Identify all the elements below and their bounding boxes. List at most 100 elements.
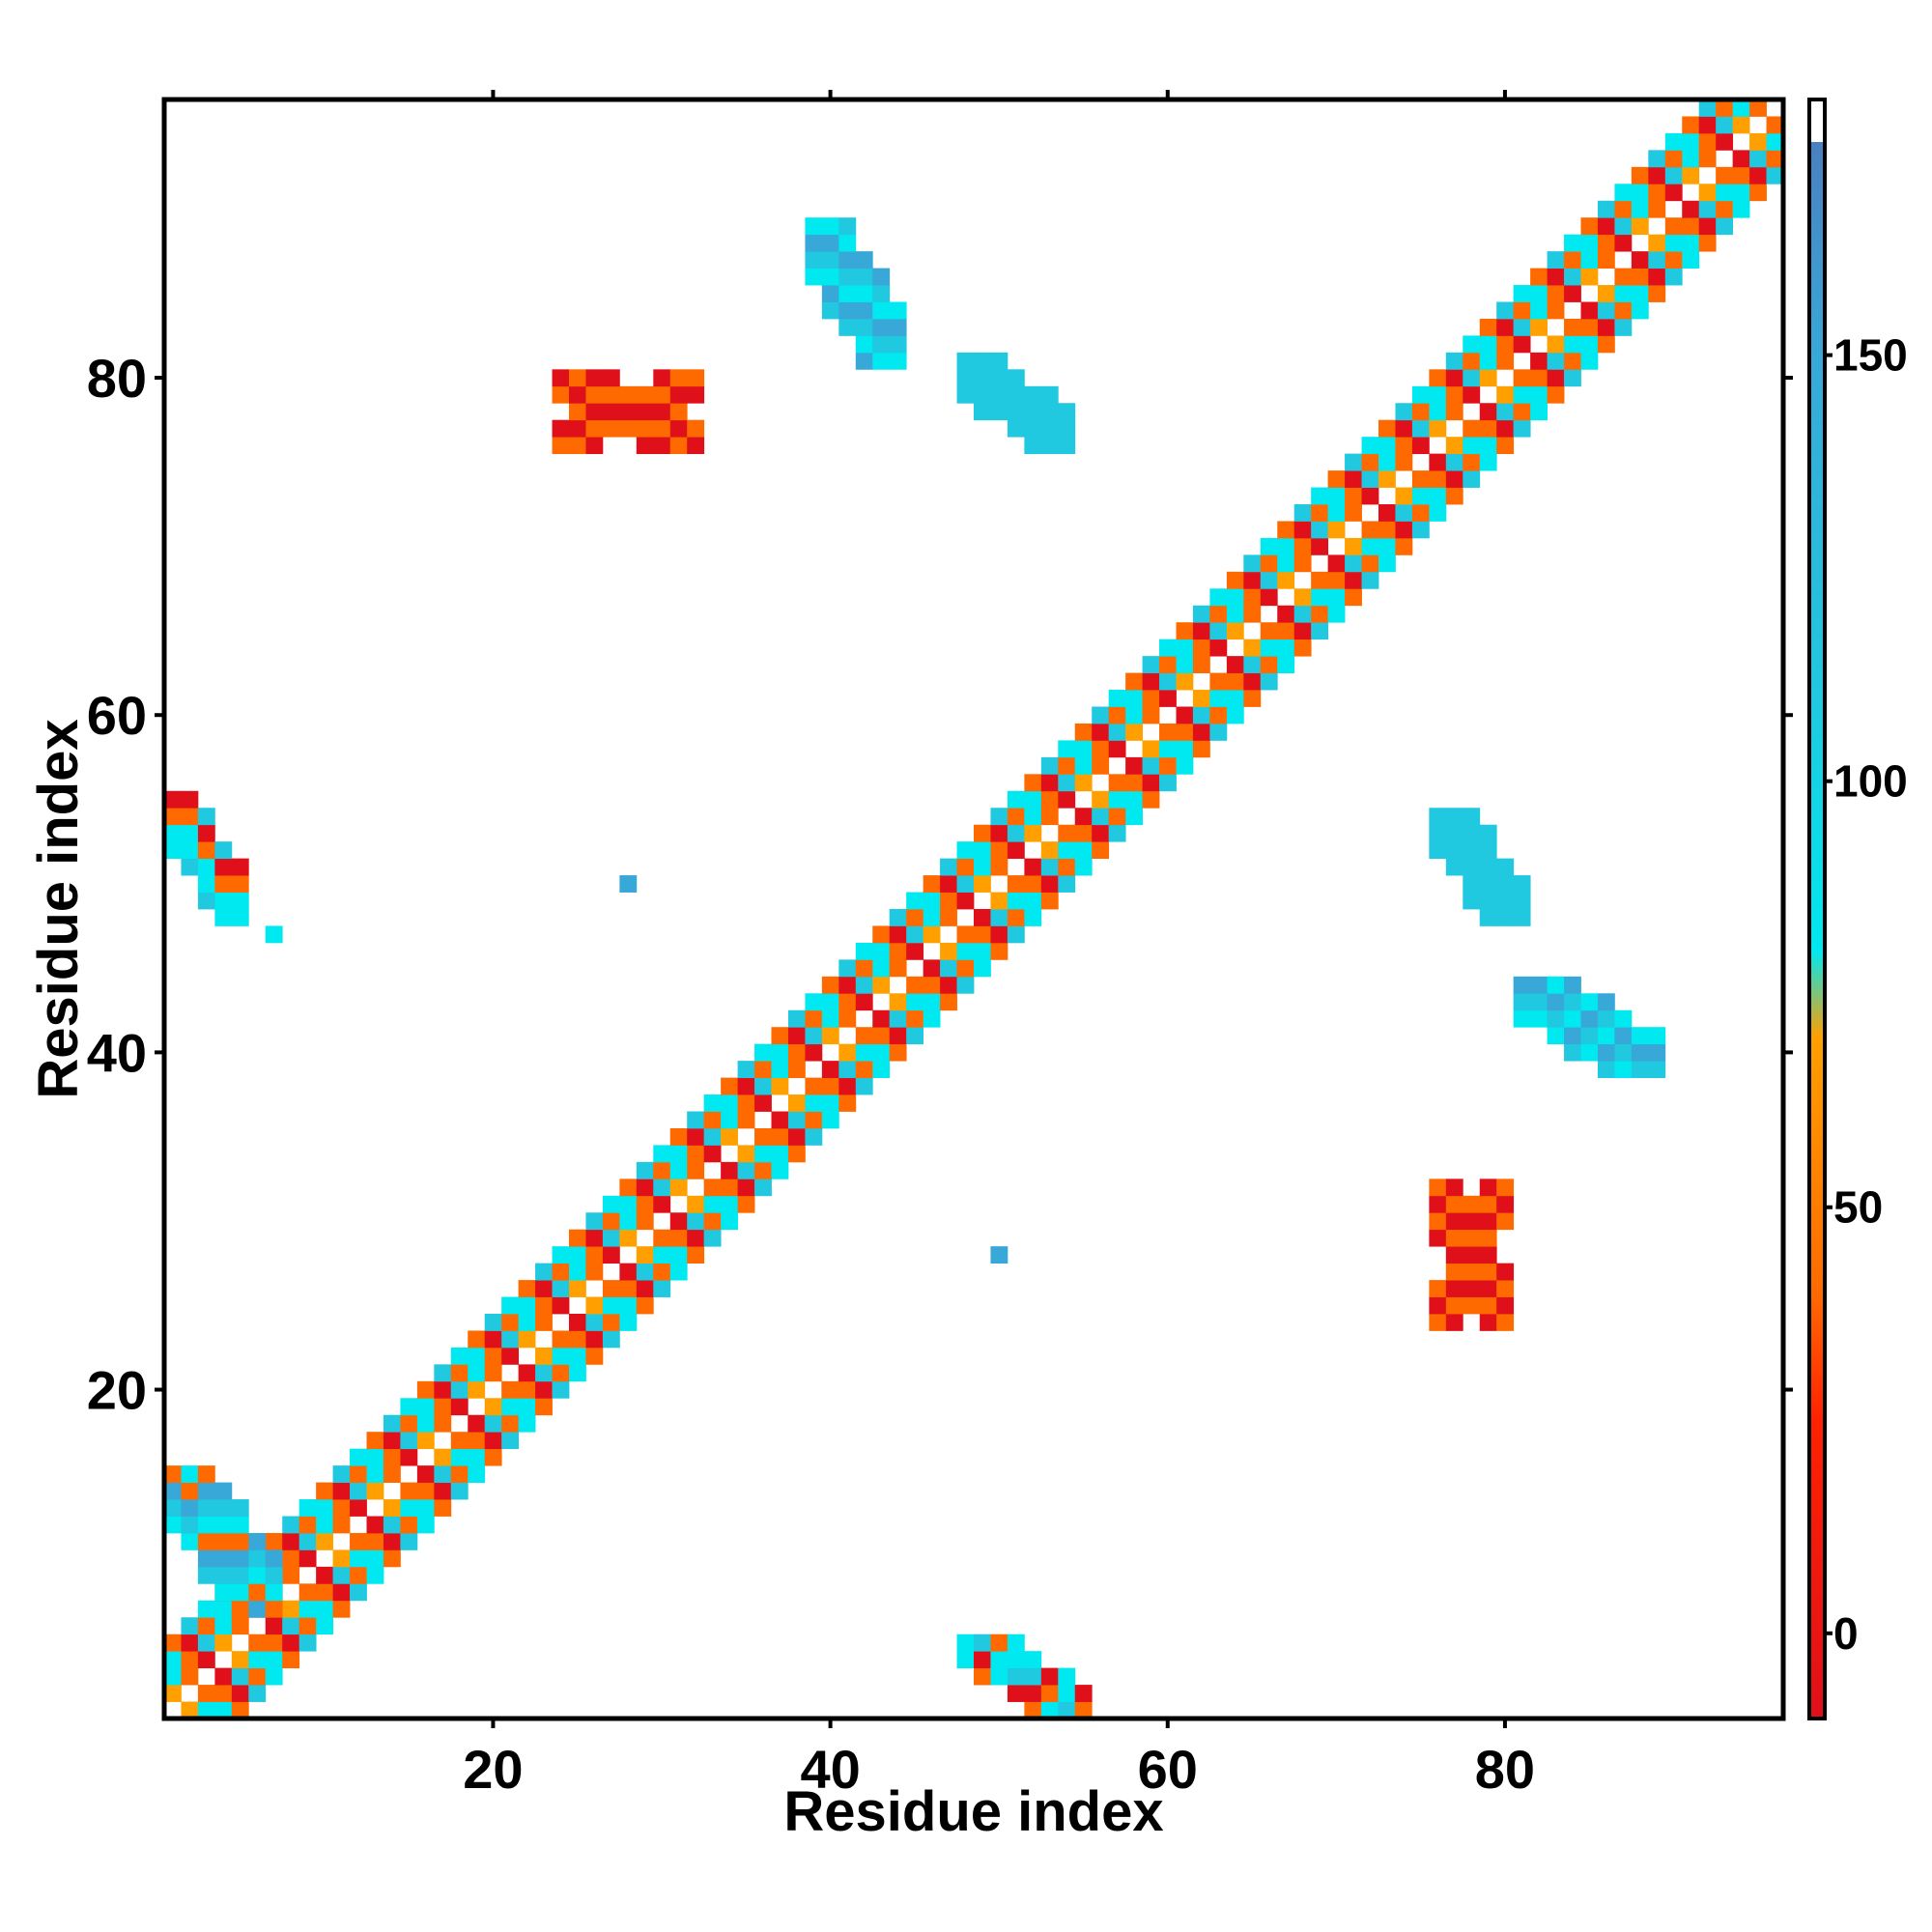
heatmap-cell: [906, 909, 924, 926]
heatmap-cell: [956, 959, 975, 978]
heatmap-cell: [332, 1600, 351, 1618]
heatmap-cell: [956, 841, 975, 860]
heatmap-cell: [501, 1398, 520, 1416]
heatmap-cell: [366, 1448, 384, 1466]
heatmap-cell: [872, 268, 891, 286]
heatmap-cell: [1024, 875, 1042, 893]
heatmap-cell: [889, 335, 907, 354]
heatmap-cell: [956, 1651, 975, 1669]
heatmap-cell: [1597, 1027, 1615, 1045]
heatmap-cell: [602, 1212, 620, 1231]
heatmap-cell: [1597, 234, 1615, 252]
heatmap-cell: [400, 1499, 418, 1517]
heatmap-cell: [805, 993, 823, 1011]
heatmap-cell: [484, 1432, 502, 1450]
heatmap-cell: [350, 1499, 367, 1517]
heatmap-cell: [1682, 132, 1700, 151]
heatmap-cell: [1108, 790, 1126, 809]
heatmap-cell: [1429, 453, 1447, 471]
heatmap-cell: [1142, 706, 1160, 724]
heatmap-cell: [552, 1380, 570, 1399]
heatmap-cell: [1058, 419, 1076, 438]
heatmap-cell: [855, 959, 873, 978]
heatmap-cell: [872, 285, 891, 302]
heatmap-cell: [771, 1161, 789, 1179]
heatmap-cell: [703, 1179, 722, 1197]
heatmap-cell: [1614, 268, 1633, 286]
heatmap-cell: [872, 1009, 891, 1028]
heatmap-cell: [468, 1364, 486, 1382]
heatmap-cell: [1243, 588, 1262, 607]
heatmap-cell: [1226, 571, 1244, 589]
heatmap-cell: [1749, 132, 1767, 151]
heatmap-cell: [821, 993, 839, 1011]
heatmap-cell: [1463, 1296, 1481, 1315]
heatmap-cell: [214, 1499, 233, 1517]
heatmap-cell: [366, 1482, 384, 1500]
heatmap-cell: [1108, 706, 1126, 724]
heatmap-cell: [1277, 554, 1295, 573]
heatmap-cell: [1361, 453, 1379, 471]
heatmap-cell: [838, 1009, 857, 1028]
heatmap-cell: [1395, 504, 1413, 522]
heatmap-cell: [1108, 774, 1126, 792]
heatmap-cell: [214, 909, 233, 926]
heatmap-cell: [1040, 385, 1059, 404]
heatmap-cell: [838, 1094, 857, 1112]
heatmap-cell: [653, 1280, 671, 1297]
heatmap-cell: [855, 976, 873, 994]
heatmap-cell: [265, 1549, 283, 1568]
heatmap-cell: [1463, 1195, 1481, 1213]
heatmap-cell: [602, 1314, 620, 1331]
heatmap-cell: [181, 841, 199, 860]
heatmap-cell: [1682, 251, 1700, 269]
heatmap-cell: [703, 1094, 722, 1112]
heatmap-cell: [1547, 976, 1565, 994]
heatmap-cell: [1024, 1685, 1042, 1702]
heatmap-cell: [1176, 672, 1194, 691]
heatmap-cell: [1479, 858, 1497, 876]
heatmap-cell: [821, 1094, 839, 1112]
heatmap-cell: [821, 1077, 839, 1095]
heatmap-cell: [1429, 369, 1447, 387]
heatmap-cell: [872, 976, 891, 994]
heatmap-cell: [1445, 403, 1463, 421]
heatmap-cell: [1142, 756, 1160, 775]
heatmap-cell: [484, 1398, 502, 1416]
heatmap-cell: [1445, 453, 1463, 471]
heatmap-cell: [1614, 285, 1633, 302]
heatmap-cell: [197, 1701, 215, 1719]
heatmap-cell: [1547, 251, 1565, 269]
heatmap-cell: [737, 1145, 755, 1163]
heatmap-cell: [1664, 132, 1683, 151]
heatmap-cell: [821, 1061, 839, 1078]
heatmap-cell: [552, 1347, 570, 1365]
heatmap-cell: [1092, 790, 1110, 809]
heatmap-cell: [518, 1330, 536, 1349]
heatmap-cell: [1530, 385, 1548, 404]
heatmap-cell: [1479, 841, 1497, 860]
heatmap-cell: [282, 1634, 300, 1652]
heatmap-cell: [1445, 487, 1463, 505]
heatmap-cell: [1445, 858, 1463, 876]
heatmap-cell: [771, 1077, 789, 1095]
heatmap-cell: [434, 1364, 452, 1382]
heatmap-cell: [585, 1212, 604, 1231]
heatmap-cell: [1513, 976, 1531, 994]
heatmap-cell: [787, 1061, 806, 1078]
heatmap-cell: [1564, 369, 1581, 387]
heatmap-cell: [383, 1549, 401, 1568]
heatmap-cell: [974, 858, 991, 876]
heatmap-cell: [1463, 385, 1481, 404]
heatmap-cell: [1159, 672, 1177, 691]
heatmap-cell: [350, 1465, 367, 1483]
heatmap-cell: [181, 1465, 199, 1483]
heatmap-cell: [1496, 335, 1515, 354]
heatmap-cell: [1074, 756, 1093, 775]
heatmap-cell: [1463, 858, 1481, 876]
heatmap-cell: [1496, 1195, 1515, 1213]
heatmap-cell: [1463, 335, 1481, 354]
heatmap-cell: [602, 1229, 620, 1247]
heatmap-cell: [855, 1077, 873, 1095]
heatmap-cell: [1277, 656, 1295, 673]
